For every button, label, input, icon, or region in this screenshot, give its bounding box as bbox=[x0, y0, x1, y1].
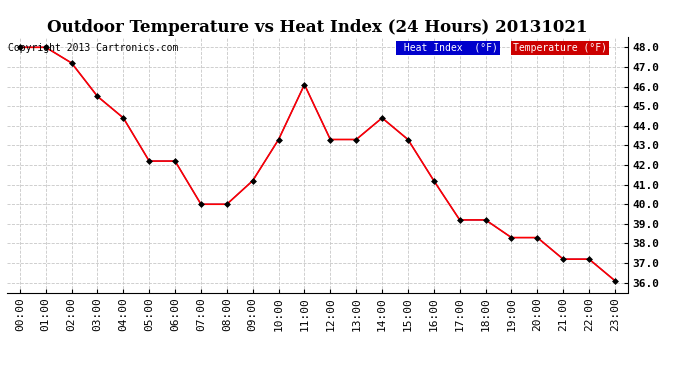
Text: Heat Index  (°F): Heat Index (°F) bbox=[398, 43, 498, 52]
Title: Outdoor Temperature vs Heat Index (24 Hours) 20131021: Outdoor Temperature vs Heat Index (24 Ho… bbox=[47, 19, 588, 36]
Text: Copyright 2013 Cartronics.com: Copyright 2013 Cartronics.com bbox=[8, 43, 179, 52]
Text: Temperature (°F): Temperature (°F) bbox=[513, 43, 607, 52]
